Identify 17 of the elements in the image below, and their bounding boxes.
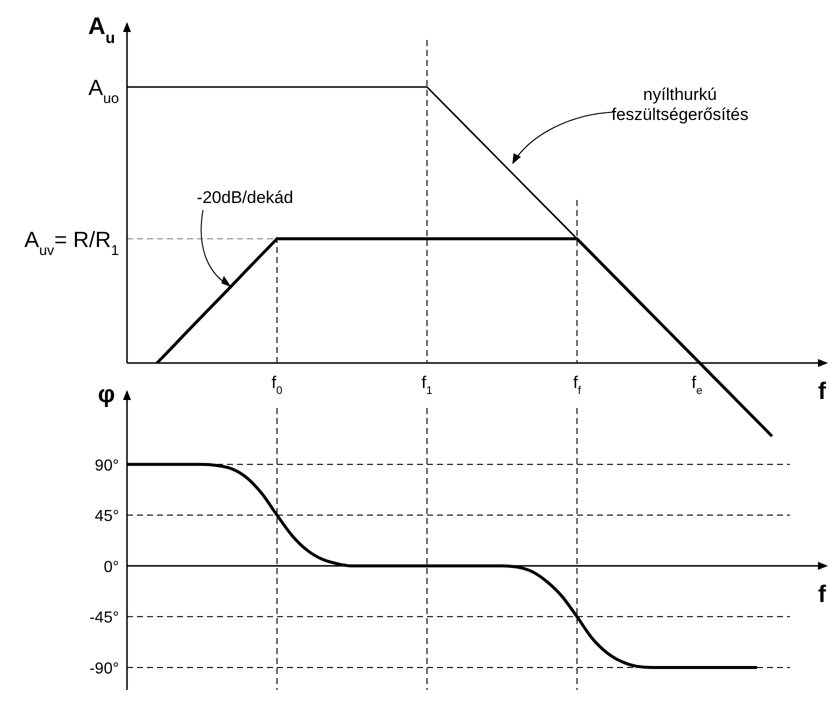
x-tick-label: f$_{0}$ bbox=[272, 373, 282, 397]
y-tick-label: 90° bbox=[94, 457, 119, 474]
x-tick-label: f$_{f}$ bbox=[573, 373, 582, 397]
x-axis-title: f bbox=[818, 580, 827, 608]
ref-line-label: A$_{uv}$= R/R$_{1}$ bbox=[24, 226, 120, 259]
x-tick-label: f$_{e}$ bbox=[692, 373, 702, 397]
y-axis-title: A$_{u}$ bbox=[88, 13, 115, 46]
x-axis-title: f bbox=[818, 378, 827, 405]
y-tick-label: 0° bbox=[104, 558, 119, 576]
y-tick-label: 45° bbox=[94, 508, 119, 526]
annotation: nyílthurkú feszültségerősítés bbox=[611, 85, 749, 124]
x-tick-label: f$_{1}$ bbox=[422, 373, 432, 397]
y-tick-label: -45° bbox=[89, 610, 119, 627]
y-tick-label: -90° bbox=[89, 660, 119, 678]
y-axis-title: φ bbox=[98, 381, 115, 408]
annotation: -20dB/dekád bbox=[196, 188, 294, 207]
text: A$_{uo}$ bbox=[88, 75, 120, 107]
